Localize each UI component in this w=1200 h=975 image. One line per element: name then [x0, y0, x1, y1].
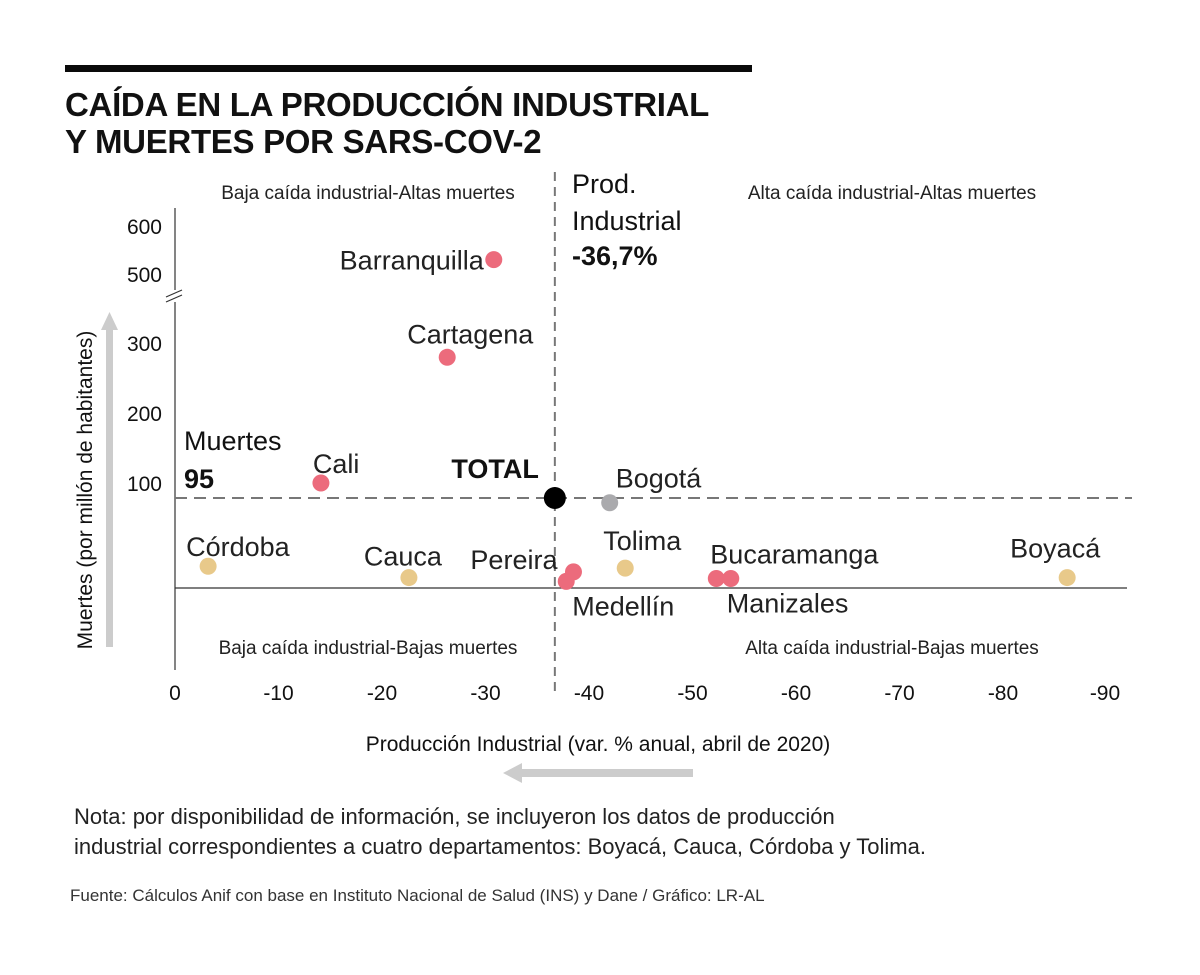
- point-label-cartagena: Cartagena: [407, 319, 534, 349]
- axis-break-icon: [165, 289, 183, 303]
- point-label-boyaca: Boyacá: [1010, 534, 1101, 564]
- point-cauca: [400, 569, 418, 587]
- point-medellin: [557, 572, 575, 590]
- point-label-pereira: Pereira: [470, 545, 558, 575]
- point-total: [543, 487, 566, 509]
- x-tick-label: 0: [169, 682, 181, 705]
- point-label-medellin: Medellín: [572, 591, 674, 621]
- x-tick-label: -50: [677, 682, 707, 705]
- point-tolima: [616, 559, 634, 577]
- y-tick-labels: 100 200 300 500 600: [127, 216, 162, 496]
- point-barranquilla: [485, 251, 503, 269]
- chart-title: CAÍDA EN LA PRODUCCIÓN INDUSTRIAL Y MUER…: [65, 86, 709, 160]
- point-label-barranquilla: Barranquilla: [340, 246, 485, 276]
- x-tick-labels: 0 -10 -20 -30 -40 -50 -60 -70 -80 -90: [169, 682, 1120, 705]
- data-points: [199, 251, 1076, 590]
- point-cordoba: [199, 557, 217, 575]
- footnote: Nota: por disponibilidad de información,…: [74, 804, 926, 859]
- x-tick-label: -90: [1090, 682, 1120, 705]
- x-tick-label: -30: [470, 682, 500, 705]
- x-axis-title: Producción Industrial (var. % anual, abr…: [366, 733, 831, 756]
- x-axis-arrow-icon: [503, 763, 693, 783]
- source-credit: Fuente: Cálculos Anif con base en Instit…: [70, 886, 765, 905]
- y-tick-label: 200: [127, 403, 162, 426]
- x-tick-label: -40: [574, 682, 604, 705]
- y-axis-title: Muertes (por millón de habitantes): [74, 331, 97, 650]
- point-label-manizales: Manizales: [727, 589, 849, 619]
- point-label-cali: Cali: [313, 449, 360, 479]
- y-tick-label: 100: [127, 473, 162, 496]
- ref-y-label-line1: Muertes: [184, 426, 282, 456]
- point-bucaramanga: [707, 570, 725, 588]
- point-cartagena: [438, 348, 456, 366]
- y-axis-arrow-icon: [101, 312, 118, 647]
- data-point-labels: Barranquilla Cartagena Cali TOTAL Bogotá Córd…: [186, 246, 1101, 622]
- title-rule: [65, 65, 752, 72]
- point-boyaca: [1058, 569, 1076, 587]
- x-tick-label: -10: [263, 682, 293, 705]
- point-label-cordoba: Córdoba: [186, 532, 291, 562]
- x-tick-label: -20: [367, 682, 397, 705]
- x-tick-label: -70: [884, 682, 914, 705]
- quadrant-label-bottom-right: Alta caída industrial-Bajas muertes: [745, 638, 1039, 659]
- quadrant-label-top-right: Alta caída industrial-Altas muertes: [748, 183, 1036, 204]
- y-tick-label: 300: [127, 333, 162, 356]
- x-tick-label: -60: [781, 682, 811, 705]
- point-manizales: [722, 570, 740, 588]
- point-label-total: TOTAL: [451, 454, 539, 484]
- point-label-bucaramanga: Bucaramanga: [710, 540, 879, 570]
- ref-x-label-line2: Industrial: [572, 206, 682, 236]
- point-label-cauca: Cauca: [364, 542, 443, 572]
- point-cali: [312, 474, 330, 492]
- quadrant-label-bottom-left: Baja caída industrial-Bajas muertes: [219, 638, 518, 659]
- point-label-tolima: Tolima: [603, 526, 682, 556]
- x-tick-label: -80: [988, 682, 1018, 705]
- ref-x-label-value: -36,7%: [572, 241, 658, 271]
- y-tick-label: 500: [127, 264, 162, 287]
- point-bogota: [601, 494, 619, 512]
- ref-y-label-value: 95: [184, 464, 214, 494]
- point-label-bogota: Bogotá: [616, 464, 703, 494]
- quadrant-label-top-left: Baja caída industrial-Altas muertes: [221, 183, 515, 204]
- ref-x-label-line1: Prod.: [572, 169, 637, 199]
- y-tick-label: 600: [127, 216, 162, 239]
